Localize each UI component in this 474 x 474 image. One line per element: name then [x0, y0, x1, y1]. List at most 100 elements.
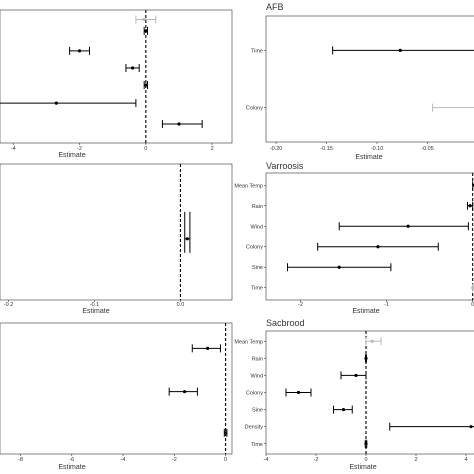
point-estimate: [376, 245, 380, 249]
panel-3: -0.2 -0.1 0.0 Estimate: [0, 163, 233, 315]
plot-area-2: [265, 15, 474, 143]
point-estimate: [398, 48, 402, 52]
y-axis-categories-4: Time Sine Colony Wind Rain Mean Temp: [234, 183, 266, 292]
x-axis-label-3: Estimate: [82, 308, 109, 315]
x-tick-label: 0: [471, 302, 474, 308]
point-estimate: [77, 49, 82, 53]
point-estimate: [177, 122, 181, 126]
estimate-mark: [184, 211, 191, 253]
point-estimate: [130, 66, 135, 70]
panel-title-2: AFB: [266, 2, 284, 12]
estimate-mark: [364, 439, 368, 448]
point-estimate: [406, 224, 410, 228]
x-tick-label: -0.2: [4, 302, 13, 308]
y-axis-categories-6: Time Density Sine Colony Wind Rain Mean Temp: [234, 339, 266, 448]
estimate-mark: [365, 337, 382, 346]
estimate-mark: [125, 63, 140, 72]
plot-area-3: [0, 163, 233, 301]
x-tick-label: -0.05: [421, 146, 434, 152]
y-category-label: Density: [245, 425, 264, 431]
x-tick-label: 4: [464, 457, 467, 463]
panel-1: -4 -2 0 2 Estimate: [0, 9, 233, 159]
estimate-mark: [143, 81, 148, 90]
x-tick-label: -0.20: [270, 146, 283, 152]
x-tick-label: 0.0: [177, 302, 185, 308]
panel-6: Sacbrood Time Density Sine Colony Wind Rain Me…: [234, 318, 474, 471]
point-estimate: [144, 29, 148, 33]
y-category-label: Sine: [252, 408, 263, 414]
plot-content-4: [287, 173, 474, 300]
panel-5: -8 -6 -4 -2 0 Estimate: [0, 322, 233, 471]
y-category-label: Colony: [246, 245, 263, 251]
point-estimate: [182, 390, 187, 394]
estimate-mark: [69, 46, 90, 55]
x-axis-label-6: Estimate: [349, 464, 376, 471]
point-estimate: [364, 442, 368, 446]
x-tick-label: -2: [314, 457, 319, 463]
y-category-label: Colony: [246, 106, 263, 112]
y-category-label: Mean Temp: [234, 339, 263, 345]
point-estimate: [296, 390, 301, 395]
x-tick-label: -8: [18, 457, 23, 463]
estimate-mark: [340, 371, 367, 380]
point-estimate: [185, 237, 189, 241]
point-estimate: [54, 101, 58, 105]
plot-area-5: [0, 322, 233, 455]
y-category-label: Rain: [252, 356, 263, 362]
x-axis-label-4: Estimate: [352, 308, 379, 315]
plot-content-2: [332, 46, 474, 112]
plot-content-3: [179, 164, 191, 300]
x-axis-label-2: Estimate: [355, 154, 382, 161]
x-tick-label: -4: [11, 146, 16, 152]
x-axis-ticks-1: -4 -2 0 2: [11, 143, 214, 152]
estimate-mark: [317, 242, 439, 251]
x-tick-label: -4: [121, 457, 126, 463]
y-category-label: Wind: [250, 224, 263, 230]
x-axis-ticks-4: -2 -1 0: [298, 300, 474, 308]
estimate-mark: [285, 388, 312, 397]
y-category-label: Wind: [250, 373, 263, 379]
plot-area-1: [0, 9, 233, 144]
y-category-label: Mean Temp: [234, 183, 263, 189]
panel-title-6: Sacbrood: [266, 318, 305, 328]
panel-title-4: Varroosis: [266, 161, 304, 171]
x-tick-label: -6: [69, 457, 74, 463]
x-axis-ticks-5: -8 -6 -4 -2 0: [18, 454, 227, 463]
x-tick-label: -2: [77, 146, 82, 152]
panel-4: Varroosis Time Sine Colony Wind Rain Mean Tem…: [234, 161, 474, 315]
y-category-label: Colony: [246, 391, 263, 397]
y-category-label: Rain: [252, 204, 263, 210]
estimate-mark: [287, 263, 392, 272]
x-axis-ticks-3: -0.2 -0.1 0.0: [4, 300, 184, 308]
estimate-mark: [333, 405, 353, 414]
estimate-mark: [223, 428, 228, 437]
estimate-mark: [471, 283, 474, 292]
point-estimate: [341, 407, 346, 412]
plot-content-5: [168, 323, 228, 454]
plot-content-1: [0, 10, 203, 143]
x-tick-label: 0: [364, 457, 367, 463]
plot-content-6: [285, 331, 474, 454]
estimate-mark: [467, 201, 474, 210]
plot-area-4: [265, 172, 474, 301]
estimate-mark: [364, 354, 368, 363]
x-tick-label: -0.10: [371, 146, 384, 152]
point-estimate: [223, 431, 228, 435]
x-axis-ticks-6: -4 -2 0 2 4: [264, 454, 468, 463]
x-axis-label-1: Estimate: [58, 152, 85, 159]
point-estimate: [337, 265, 341, 269]
x-tick-label: 2: [211, 146, 214, 152]
estimate-mark: [168, 387, 198, 396]
point-estimate: [364, 356, 368, 360]
point-estimate: [206, 346, 210, 350]
point-estimate: [354, 373, 358, 378]
estimate-mark: [135, 15, 157, 24]
y-axis-categories-2: Colony Time: [246, 48, 266, 112]
x-tick-label: 0: [224, 457, 227, 463]
estimate-mark: [191, 344, 221, 353]
x-tick-label: 0: [144, 146, 147, 152]
y-category-label: Time: [251, 286, 263, 292]
y-category-label: Time: [251, 442, 263, 448]
point-estimate: [142, 17, 146, 22]
